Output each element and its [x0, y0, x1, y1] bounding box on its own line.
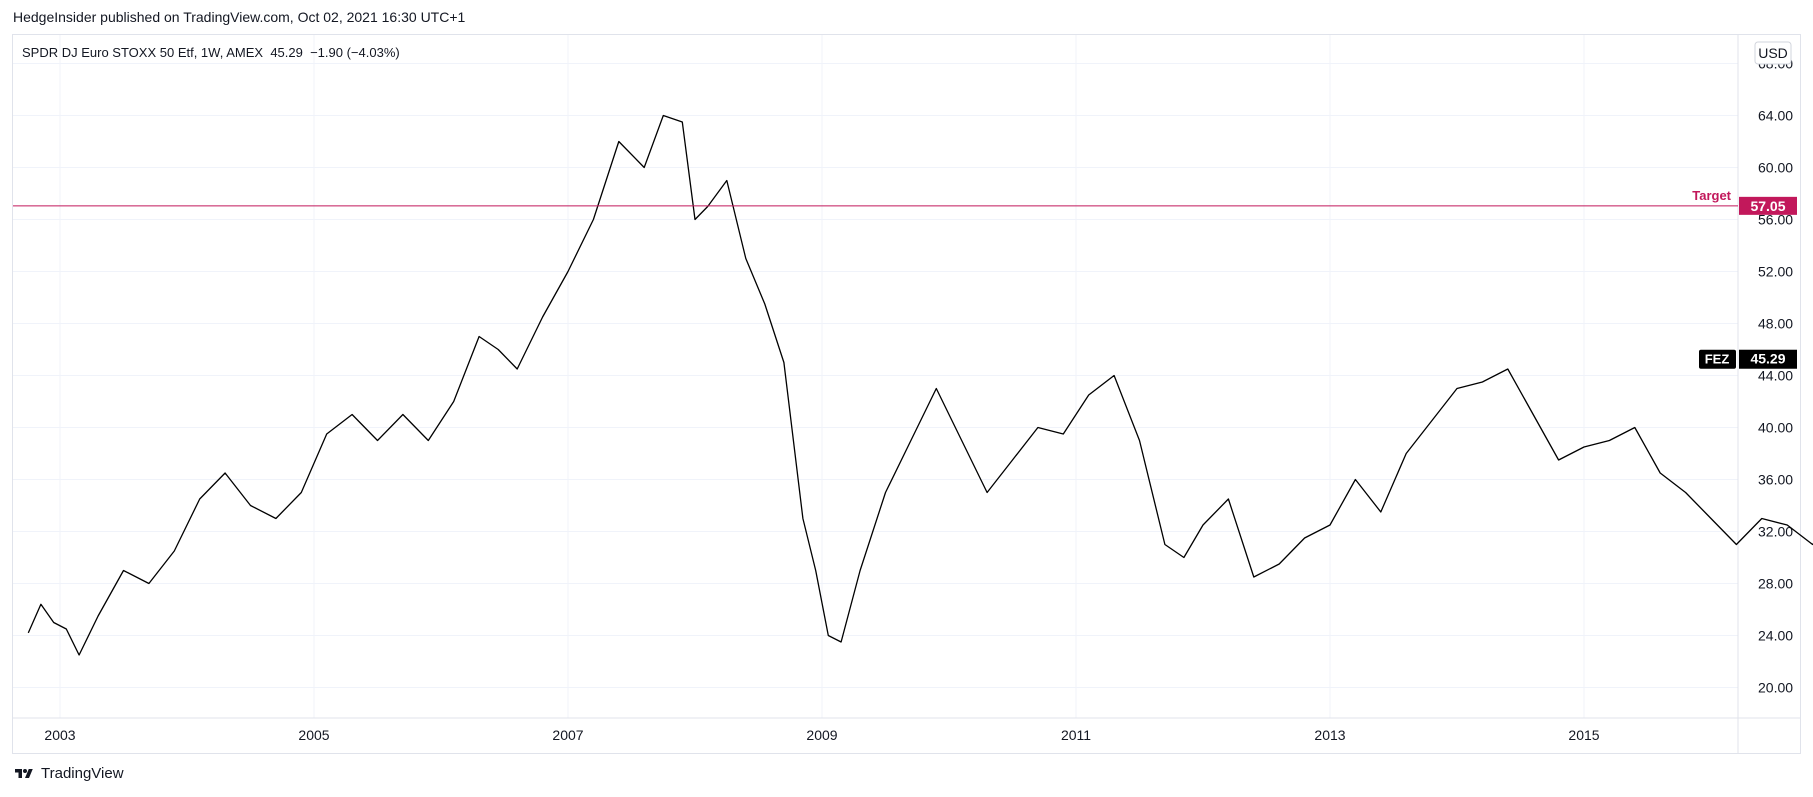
y-tick-label: 24.00: [1758, 628, 1793, 644]
y-tick-label: 20.00: [1758, 680, 1793, 696]
y-tick-label: 52.00: [1758, 264, 1793, 280]
y-tick-label: 64.00: [1758, 108, 1793, 124]
target-price-label: 57.05: [1750, 198, 1785, 214]
x-tick-label: 2015: [1568, 727, 1599, 743]
last-price-label: 45.29: [1750, 351, 1785, 367]
x-tick-label: 2009: [806, 727, 837, 743]
y-tick-label: 44.00: [1758, 368, 1793, 384]
currency-label: USD: [1758, 45, 1788, 61]
x-tick-label: 2011: [1061, 727, 1091, 743]
legend-symbol: SPDR DJ Euro STOXX 50 Etf, 1W, AMEX: [22, 45, 264, 60]
footer-brand: TradingView: [41, 765, 124, 782]
target-price-badge: [1739, 196, 1797, 215]
target-label: Target: [1692, 188, 1731, 203]
published-caption: HedgeInsider published on TradingView.co…: [13, 9, 466, 25]
last-price-badge: [1739, 349, 1797, 369]
symbol-badge-label: FEZ: [1705, 352, 1730, 367]
symbol-badge: [1699, 349, 1736, 369]
x-tick-label: 2013: [1314, 727, 1345, 743]
y-tick-label: 28.00: [1758, 576, 1793, 592]
tradingview-logo-icon: [15, 768, 33, 778]
legend-change: −1.90 (−4.03%): [310, 45, 400, 60]
price-series-line[interactable]: [27, 114, 1813, 656]
y-tick-label: 36.00: [1758, 472, 1793, 488]
tradingview-footer[interactable]: TradingView: [13, 765, 124, 782]
x-tick-label: 2005: [298, 727, 329, 743]
currency-badge[interactable]: [1754, 41, 1792, 65]
y-tick-label: 60.00: [1758, 160, 1793, 176]
x-tick-label: 2003: [44, 727, 75, 743]
y-tick-label: 48.00: [1758, 316, 1793, 332]
y-tick-label: 56.00: [1758, 212, 1793, 228]
chart-legend: SPDR DJ Euro STOXX 50 Etf, 1W, AMEX 45.2…: [22, 45, 400, 60]
x-tick-label: 2007: [552, 727, 583, 743]
y-tick-label: 40.00: [1758, 420, 1793, 436]
chart-frame: [12, 34, 1801, 754]
y-tick-label: 32.00: [1758, 524, 1793, 540]
legend-last: 45.29: [270, 45, 303, 60]
